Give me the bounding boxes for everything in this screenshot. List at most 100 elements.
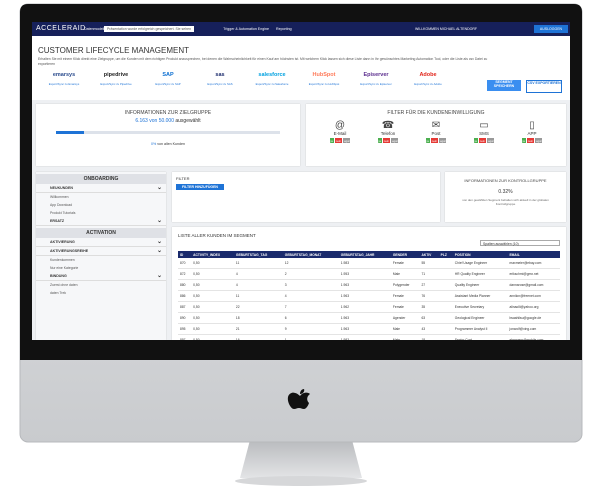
- cell: 1.983: [338, 258, 391, 269]
- nav-menu: Datenmodell Trigger & Automation Engine Re…: [84, 27, 292, 31]
- add-filter-button[interactable]: FILTER HINZUFÜGEN: [176, 184, 224, 190]
- menu-group[interactable]: AKTIVIERUNG ⌄: [36, 238, 166, 247]
- card-title: FILTER FÜR DIE KUNDENEINWILLIGUNG: [387, 110, 485, 116]
- menu-group[interactable]: ERSATZ ⌄: [36, 217, 166, 226]
- cell: 897: [178, 334, 192, 340]
- table-row: 895 0,50 21 9 1.963 Male 43 Programmer Analyst …: [178, 323, 560, 335]
- cell: 4: [233, 268, 283, 280]
- menu-group[interactable]: BINDUNG ⌄: [36, 272, 166, 281]
- cell: Quality Engineer: [452, 279, 508, 291]
- cell: 4: [233, 279, 283, 291]
- toggle-option[interactable]: ja: [425, 138, 430, 143]
- toggle-option[interactable]: ja: [521, 138, 526, 143]
- toggle-option[interactable]: ja: [473, 138, 478, 143]
- integration[interactable]: HubSpot Export/Sync zu HubSpot: [298, 72, 350, 86]
- toggle-option[interactable]: egal: [487, 138, 495, 143]
- toggle-option[interactable]: nein: [478, 138, 487, 143]
- cell: Chief Usage Engineer: [452, 258, 508, 269]
- cell: jonwolf@xing.com: [507, 323, 560, 335]
- cell: Female: [390, 301, 420, 313]
- table-row: 870 0,50 11 12 1.983 Female 55 Chief Usage Engi…: [178, 258, 560, 269]
- cell: 872: [178, 268, 192, 280]
- cell: Female: [390, 290, 420, 302]
- toggle-option[interactable]: nein: [526, 138, 535, 143]
- toggle-option[interactable]: ja: [329, 138, 334, 143]
- integration[interactable]: sas Export/Sync zu SAS: [194, 72, 246, 86]
- selection: 6.163 von 50.000 ausgewählt: [36, 118, 300, 124]
- cell: 880: [178, 279, 192, 291]
- selected: 6.163: [135, 118, 148, 124]
- nav-item[interactable]: Trigger & Automation Engine: [223, 26, 270, 31]
- table-card: LISTE ALLER KUNDEN IM SEGMENT Spalten au…: [172, 227, 566, 340]
- cell: Assistant Media Planner: [452, 290, 508, 302]
- save-button[interactable]: SEGMENT SPEICHERN: [487, 80, 521, 91]
- table-wrap: ID ACTIVITY_INDEX GEBURTSTAG_TAG GEBURTSTAG…: [178, 251, 560, 340]
- integration-label: Export/Sync zu Pipedrive: [100, 82, 132, 86]
- integration-label: Export/Sync zu HubSpot: [308, 82, 340, 86]
- cell: 870: [178, 258, 192, 269]
- description: Erhalten Sie mit einem Klick direkt eine…: [38, 57, 488, 66]
- toggle-option[interactable]: ja: [377, 138, 382, 143]
- cell: alinaolli@yahoo.org: [507, 301, 560, 313]
- toggle-option[interactable]: egal: [535, 138, 543, 143]
- total: 50.000: [158, 118, 174, 124]
- menu-group[interactable]: NEUKUNDEN ⌄: [36, 184, 166, 193]
- column-header: EMAIL: [507, 251, 560, 258]
- column-header: ACTIVITY_INDEX: [191, 251, 234, 258]
- cell: 63: [419, 312, 439, 324]
- screen: ACCELERAID Datenmodell Trigger & Automati…: [32, 22, 570, 340]
- toggles: ja nein egal: [416, 138, 456, 143]
- menu-item[interactable]: Zuerst ohne daten: [50, 283, 78, 287]
- share-text: von allen Kunden: [157, 142, 185, 146]
- cell: Executive Secretary: [452, 301, 508, 313]
- toggle-option[interactable]: nein: [430, 138, 439, 143]
- menu-item[interactable]: daten Trek: [50, 291, 67, 295]
- integration-logo: salesforce: [258, 72, 286, 78]
- cell: [438, 268, 453, 280]
- cell: HR Quality Engineer: [452, 268, 508, 280]
- toggle-option[interactable]: egal: [439, 138, 447, 143]
- menu-item[interactable]: Nur eine Kategorie: [50, 266, 79, 270]
- toggles: ja nein egal: [368, 138, 408, 143]
- apple-logo: [287, 389, 310, 409]
- channel-icon: ▯: [529, 120, 535, 131]
- menu-group[interactable]: AKTIVIERUNGSREIHE ⌄: [36, 247, 166, 256]
- cell: Male: [390, 323, 420, 335]
- integration[interactable]: Episerver Export/Sync zu Episerver: [350, 72, 402, 86]
- integration[interactable]: SAP Export/Sync zu SAP: [142, 72, 194, 86]
- integration[interactable]: pipedrive Export/Sync zu Pipedrive: [90, 72, 142, 86]
- cell: Agender: [390, 312, 420, 324]
- cell: maxmeier@ebay.com: [507, 258, 560, 269]
- logo: ACCELERAID: [36, 25, 86, 32]
- integration[interactable]: Adobe Export/Sync zu Adobe: [402, 72, 454, 86]
- cell: [438, 323, 453, 335]
- integration[interactable]: emarsys Export/Sync zu Emarsys: [38, 72, 90, 86]
- channel-name: SMS: [479, 131, 489, 136]
- toggle-option[interactable]: egal: [343, 138, 351, 143]
- cell: 27: [419, 279, 439, 291]
- export-button[interactable]: CSV EXPORTIEREN: [526, 80, 562, 93]
- toggle-option[interactable]: egal: [391, 138, 399, 143]
- share-value: 0%: [151, 142, 157, 146]
- menu-item[interactable]: App Download: [50, 203, 73, 207]
- integration[interactable]: salesforce Export/Sync zu Salesforce: [246, 72, 298, 86]
- channels: @ E-Mail ja nein egal ☎ Telefon ja nein egal ✉ Post…: [306, 120, 566, 143]
- notice: Präsentation wurde erfolgreich gespeiche…: [104, 25, 195, 32]
- column-select[interactable]: Spalten auswählen (10): [480, 240, 560, 246]
- cell: [438, 334, 453, 340]
- channel: ▭ SMS ja nein egal: [464, 120, 504, 143]
- table-row: 880 0,50 4 3 1.963 Polygender 27 Quality Engine…: [178, 279, 560, 291]
- toggle-option[interactable]: nein: [382, 138, 391, 143]
- menu-item[interactable]: Produkt Tutorials: [50, 211, 76, 215]
- menu-item[interactable]: Kundenkommen: [50, 258, 75, 262]
- menu-item[interactable]: Willkommen: [50, 195, 69, 199]
- logout-button[interactable]: AUSLOGGEN: [534, 25, 568, 33]
- toggle-option[interactable]: nein: [334, 138, 343, 143]
- cell: Male: [390, 334, 420, 340]
- cell: 1.962: [338, 301, 391, 313]
- nav-item[interactable]: Reporting: [276, 26, 292, 31]
- cell: Polygender: [390, 279, 420, 291]
- card-title: INFORMATIONEN ZUR ZIELGRUPPE: [124, 110, 212, 116]
- nav-item[interactable]: Datenmodell: [84, 26, 105, 31]
- chevron: ⌄: [156, 239, 162, 245]
